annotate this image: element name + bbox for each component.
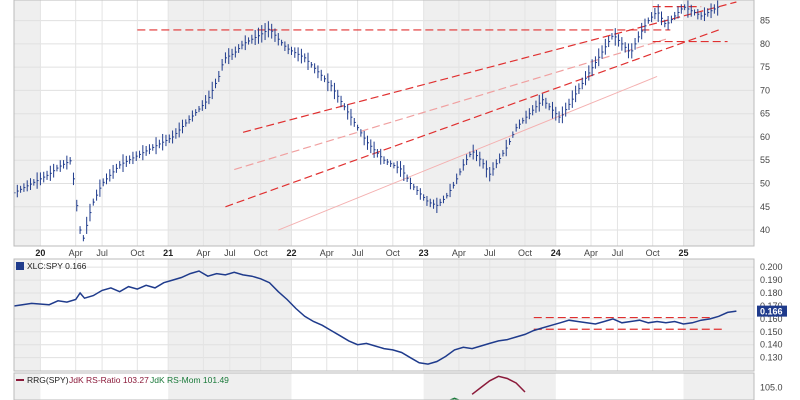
- ratio-frame: [13, 258, 755, 372]
- price-x-tick-label: Oct: [386, 248, 401, 258]
- year-band: [14, 373, 41, 400]
- price-x-tick-label: Apr: [452, 248, 466, 258]
- year-band: [683, 0, 754, 246]
- price-y-tick-label: 65: [760, 109, 770, 119]
- rrg-year-bands: [14, 373, 754, 400]
- price-x-tick-label: Jul: [352, 248, 364, 258]
- price-x-tick-label: 20: [35, 248, 45, 258]
- price-trendline-channel-inner: [278, 75, 658, 231]
- price-bars: [13, 0, 720, 242]
- ratio-y-tick-label: 0.140: [760, 340, 783, 350]
- ratio-y-tick-label: 0.130: [760, 353, 783, 363]
- price-x-tick-label: Jul: [612, 248, 624, 258]
- price-x-tick-label: Apr: [69, 248, 83, 258]
- price-x-tick-label: 22: [286, 248, 296, 258]
- rrg-legend-prefix: RRG(SPY): [27, 375, 69, 385]
- ratio-legend: XLC:SPY 0.166: [16, 261, 87, 271]
- year-band: [683, 373, 754, 400]
- price-x-axis: 20 Apr Jul Oct 21 Apr Jul Oct 22 Apr Jul Oct 23 Apr Ju…: [35, 248, 688, 258]
- rrg-series-lines: [449, 375, 526, 400]
- price-x-tick-label: Apr: [584, 248, 598, 258]
- price-x-tick-label: Jul: [484, 248, 496, 258]
- price-y-tick-label: 40: [760, 225, 770, 235]
- price-trendline-channel-upper: [242, 1, 737, 133]
- price-x-tick-label: Jul: [96, 248, 108, 258]
- ratio-panel: 0.1300.1400.1500.1600.1700.1800.1900.200…: [13, 258, 787, 372]
- rrg-legend: RRG(SPY) JdK RS-Ratio 103.27 JdK RS-Mom …: [16, 375, 229, 385]
- price-trendline-channel-lower: [225, 29, 719, 208]
- ratio-y-tick-label: 0.200: [760, 262, 783, 272]
- ratio-y-tick-label: 0.150: [760, 327, 783, 337]
- price-x-tick-label: Apr: [196, 248, 210, 258]
- ratio-y-tick-label: 0.180: [760, 288, 783, 298]
- price-x-tick-label: 21: [163, 248, 173, 258]
- price-y-tick-label: 75: [760, 62, 770, 72]
- price-x-tick-label: 24: [551, 248, 561, 258]
- year-band: [14, 0, 41, 246]
- price-y-tick-label: 45: [760, 202, 770, 212]
- ratio-series-line: [13, 270, 737, 365]
- price-x-tick-label: Oct: [254, 248, 269, 258]
- price-y-tick-label: 85: [760, 16, 770, 26]
- price-frame: [13, 0, 755, 247]
- rrg-panel: 105.0 RRG(SPY) JdK RS-Ratio 103.27 JdK R…: [13, 372, 783, 400]
- ratio-y-tick-label: 0.160: [760, 314, 783, 324]
- ratio-last-value-box: [757, 305, 787, 317]
- price-x-tick-label: Oct: [130, 248, 145, 258]
- rrg-legend-ratio: JdK RS-Ratio 103.27: [69, 375, 149, 385]
- price-x-tick-label: Oct: [518, 248, 533, 258]
- ratio-y-tick-label: 0.190: [760, 275, 783, 285]
- ratio-legend-swatch: [16, 262, 24, 270]
- ratio-support-resistance: [533, 316, 724, 330]
- price-y-tick-label: 70: [760, 85, 770, 95]
- price-y-axis: 40 45 50 55 60 65 70 75 80 85: [760, 16, 770, 235]
- ratio-plot-area: [14, 259, 754, 371]
- price-grid: [14, 0, 754, 246]
- year-band: [423, 373, 556, 400]
- price-x-tick-label: Oct: [646, 248, 661, 258]
- rrg-y-axis: 105.0: [760, 383, 783, 393]
- price-y-tick-label: 80: [760, 39, 770, 49]
- rrg-series-rs-ratio: [471, 375, 526, 395]
- ratio-legend-label: XLC:SPY 0.166: [27, 261, 87, 271]
- ratio-grid: [14, 259, 754, 371]
- year-band: [168, 373, 292, 400]
- year-band: [14, 259, 41, 371]
- rrg-y-tick-label: 105.0: [760, 383, 783, 393]
- price-y-tick-label: 60: [760, 132, 770, 142]
- price-x-tick-label: Apr: [320, 248, 334, 258]
- rrg-frame: [13, 372, 755, 400]
- rrg-series-rs-momentum: [449, 397, 460, 400]
- price-panel: 40 45 50 55 60 65 70 75 80 85 20 Apr Jul Oct 21 Apr Jul…: [13, 0, 770, 258]
- rrg-legend-momentum: JdK RS-Mom 101.49: [150, 375, 229, 385]
- ratio-last-value-badge: 0.166: [757, 305, 787, 317]
- price-y-tick-label: 55: [760, 155, 770, 165]
- price-trendlines: [137, 1, 737, 231]
- ratio-last-value-text: 0.166: [760, 307, 783, 317]
- price-x-tick-label: 25: [679, 248, 689, 258]
- price-trendline-channel-mid: [234, 38, 667, 171]
- rrg-plot-area: [14, 373, 754, 400]
- price-y-tick-label: 50: [760, 179, 770, 189]
- price-x-tick-label: Jul: [224, 248, 236, 258]
- price-x-tick-label: 23: [419, 248, 429, 258]
- year-band: [683, 259, 754, 371]
- price-plot-area: [14, 0, 754, 246]
